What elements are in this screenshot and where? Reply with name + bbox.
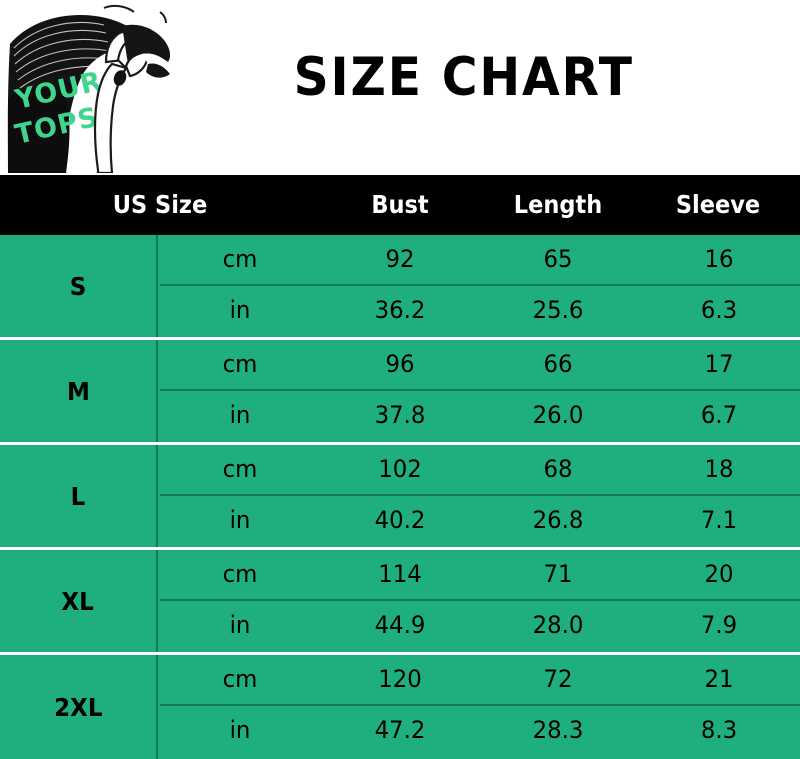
measurement-rows: cm 114 71 20 in 44.9 28.0 7.9 — [160, 550, 800, 652]
length-value: 28.0 — [532, 611, 584, 639]
length-value: 66 — [543, 350, 573, 378]
bust-value: 92 — [385, 245, 415, 273]
length-value: 68 — [543, 455, 573, 483]
sleeve-value: 21 — [704, 665, 734, 693]
column-header-length: Length — [513, 190, 603, 219]
measurement-row-cm: cm 114 71 20 — [160, 550, 800, 601]
size-cell: L — [0, 445, 158, 547]
length-value: 71 — [543, 560, 573, 588]
column-header-bust: Bust — [371, 190, 429, 219]
measurement-row-cm: cm 96 66 17 — [160, 340, 800, 391]
sleeve-value: 6.7 — [700, 401, 738, 429]
unit-label: cm — [222, 665, 258, 693]
length-value: 72 — [543, 665, 573, 693]
measurement-rows: cm 96 66 17 in 37.8 26.0 6.7 — [160, 340, 800, 442]
sleeve-value: 18 — [704, 455, 734, 483]
length-value: 26.8 — [532, 506, 584, 534]
unit-label: in — [229, 296, 251, 324]
sleeve-value: 16 — [704, 245, 734, 273]
unit-label: in — [229, 611, 251, 639]
length-value: 28.3 — [532, 716, 584, 744]
size-cell: S — [0, 235, 158, 337]
length-value: 26.0 — [532, 401, 584, 429]
woman-with-hair-illustration: YOUR TOPS — [2, 2, 176, 173]
measurement-rows: cm 120 72 21 in 47.2 28.3 8.3 — [160, 655, 800, 759]
measurement-row-in: in 44.9 28.0 7.9 — [160, 601, 800, 652]
unit-label: in — [229, 506, 251, 534]
unit-label: cm — [222, 455, 258, 483]
sleeve-value: 6.3 — [700, 296, 738, 324]
bust-value: 37.8 — [374, 401, 426, 429]
measurement-row-cm: cm 120 72 21 — [160, 655, 800, 706]
measurement-row-cm: cm 92 65 16 — [160, 235, 800, 286]
banner: YOUR TOPS SIZE CHART — [0, 0, 800, 175]
sleeve-value: 20 — [704, 560, 734, 588]
bust-value: 96 — [385, 350, 415, 378]
measurement-row-cm: cm 102 68 18 — [160, 445, 800, 496]
bust-value: 114 — [378, 560, 422, 588]
size-label: S — [69, 271, 87, 301]
measurement-row-in: in 36.2 25.6 6.3 — [160, 286, 800, 337]
unit-label: cm — [222, 560, 258, 588]
size-cell: XL — [0, 550, 158, 652]
page-title: SIZE CHART — [293, 47, 634, 108]
unit-label: cm — [222, 350, 258, 378]
table-row: 2XL cm 120 72 21 in 47.2 28.3 8.3 — [0, 655, 800, 759]
length-value: 65 — [543, 245, 573, 273]
table-row: XL cm 114 71 20 in 44.9 28.0 7.9 — [0, 550, 800, 655]
bust-value: 44.9 — [374, 611, 426, 639]
table-body: S cm 92 65 16 in 36.2 25.6 6.3 M — [0, 235, 800, 759]
size-label: L — [70, 481, 86, 511]
bust-value: 36.2 — [374, 296, 426, 324]
measurement-row-in: in 47.2 28.3 8.3 — [160, 706, 800, 757]
bust-value: 120 — [378, 665, 422, 693]
size-cell: M — [0, 340, 158, 442]
length-value: 25.6 — [532, 296, 584, 324]
table-row: M cm 96 66 17 in 37.8 26.0 6.7 — [0, 340, 800, 445]
measurement-rows: cm 92 65 16 in 36.2 25.6 6.3 — [160, 235, 800, 337]
measurement-row-in: in 37.8 26.0 6.7 — [160, 391, 800, 442]
table-row: S cm 92 65 16 in 36.2 25.6 6.3 — [0, 235, 800, 340]
measurement-rows: cm 102 68 18 in 40.2 26.8 7.1 — [160, 445, 800, 547]
bust-value: 102 — [378, 455, 422, 483]
sleeve-value: 7.1 — [700, 506, 738, 534]
size-label: XL — [61, 586, 95, 616]
table-header-row: US Size Bust Length Sleeve — [0, 175, 800, 235]
bust-value: 40.2 — [374, 506, 426, 534]
unit-label: in — [229, 401, 251, 429]
unit-label: cm — [222, 245, 258, 273]
sleeve-value: 7.9 — [700, 611, 738, 639]
column-header-sleeve: Sleeve — [675, 190, 761, 219]
size-cell: 2XL — [0, 655, 158, 759]
column-header-us-size: US Size — [112, 190, 208, 219]
measurement-row-in: in 40.2 26.8 7.1 — [160, 496, 800, 547]
brand-logo: YOUR TOPS — [2, 2, 176, 173]
sleeve-value: 17 — [704, 350, 734, 378]
size-label: M — [66, 376, 90, 406]
bust-value: 47.2 — [374, 716, 426, 744]
table-row: L cm 102 68 18 in 40.2 26.8 7.1 — [0, 445, 800, 550]
size-label: 2XL — [53, 693, 103, 722]
unit-label: in — [229, 716, 251, 744]
sleeve-value: 8.3 — [700, 716, 738, 744]
